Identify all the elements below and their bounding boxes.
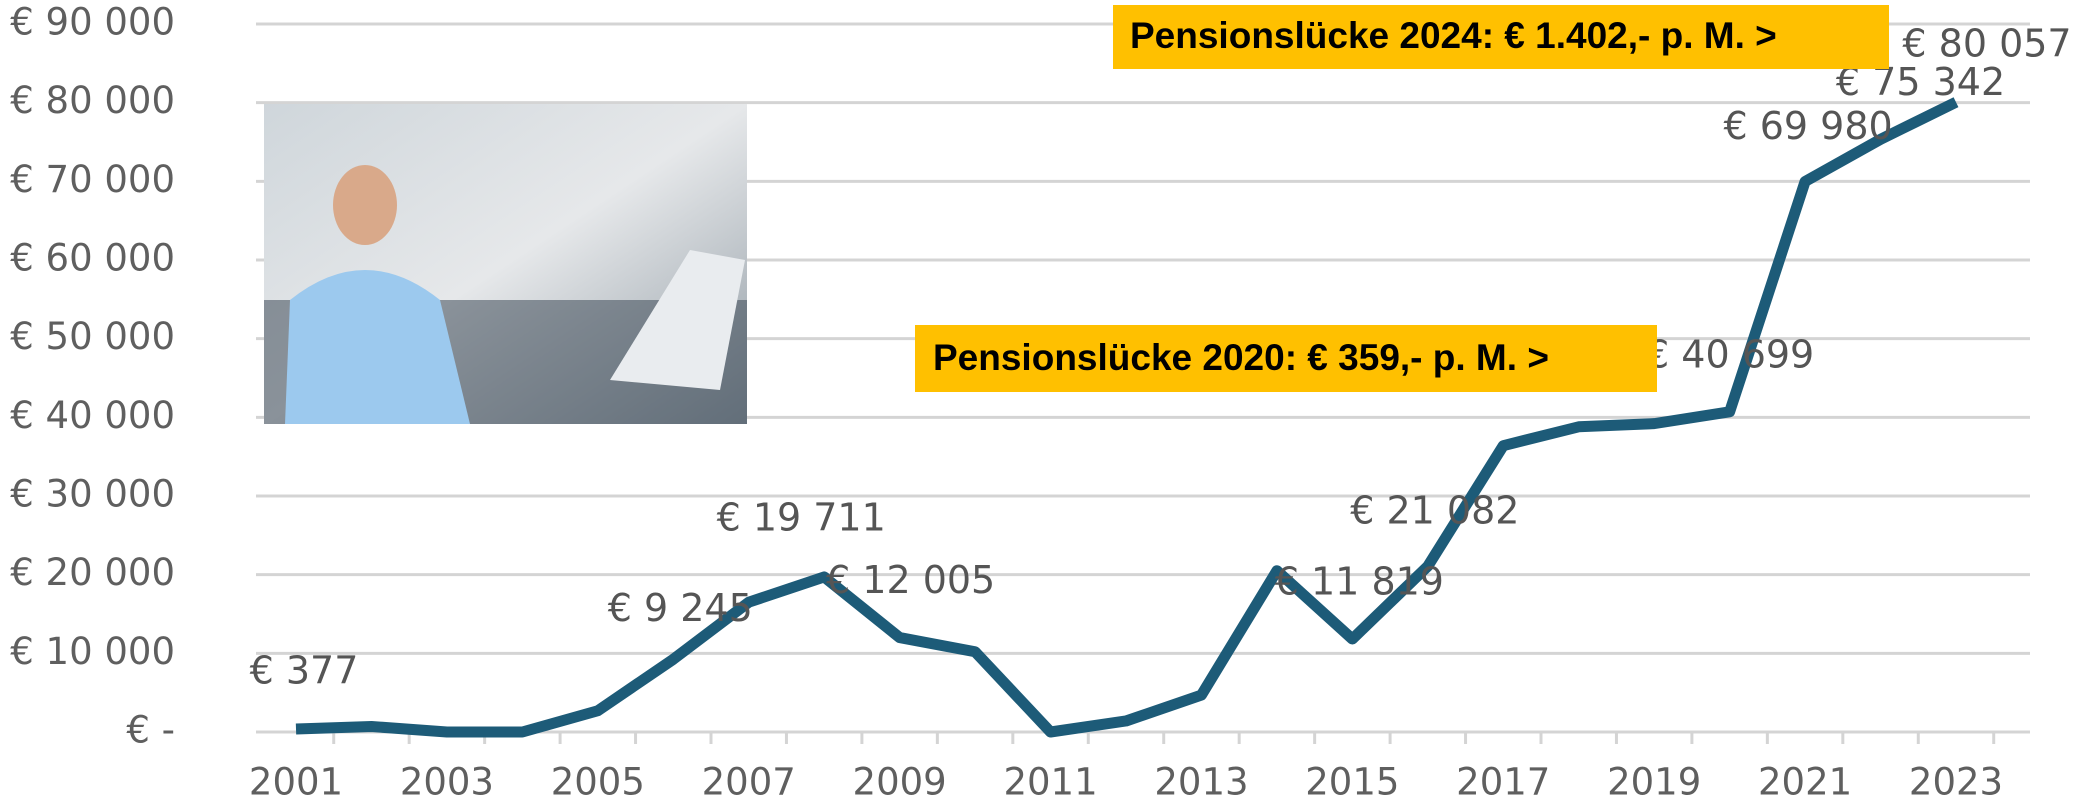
y-tick-label: € 30 000	[10, 473, 175, 516]
data-label: € 40 699	[1645, 332, 1814, 376]
x-tick-label: 2001	[249, 761, 343, 804]
data-label: € 19 711	[717, 495, 886, 539]
data-label: € 12 005	[826, 558, 995, 602]
annotation-box	[915, 325, 1657, 392]
x-tick-label: 2021	[1758, 761, 1852, 804]
x-tick-label: 2017	[1456, 761, 1550, 804]
x-tick-label: 2011	[1003, 761, 1097, 804]
y-tick-label: € 20 000	[10, 551, 175, 594]
photo	[264, 104, 747, 424]
x-tick-label: 2013	[1154, 761, 1248, 804]
annotation: Pensionslücke 2020: € 359,- p. M. >	[933, 337, 1549, 378]
x-tick-label: 2019	[1607, 761, 1701, 804]
y-tick-label: € 60 000	[10, 237, 175, 280]
data-label: € 377	[250, 649, 359, 693]
x-tick-label: 2007	[702, 761, 796, 804]
y-tick-label: € 80 000	[10, 79, 175, 122]
y-tick-label: € 90 000	[10, 1, 175, 44]
data-label: € 9 245	[608, 586, 753, 630]
y-tick-label: € 10 000	[10, 630, 175, 673]
x-tick-label: 2009	[853, 761, 947, 804]
x-tick-label: 2015	[1305, 761, 1399, 804]
y-tick-label: € 50 000	[10, 315, 175, 358]
annotation: Pensionslücke 2024: € 1.402,- p. M. >	[1130, 15, 1777, 56]
y-tick-label: € -	[126, 709, 175, 752]
line	[295, 97, 1959, 738]
y-tick-label: € 70 000	[10, 158, 175, 201]
x-tick-label: 2023	[1909, 761, 2003, 804]
data-label: € 21 082	[1350, 489, 1519, 533]
y-tick-label: € 40 000	[10, 394, 175, 437]
x-tick-label: 2003	[400, 761, 494, 804]
data-label: € 11 819	[1275, 560, 1444, 604]
data-label: € 69 980	[1723, 104, 1892, 148]
annotation-box	[1113, 5, 1889, 69]
data-label: € 80 057	[1902, 22, 2071, 66]
x-tick-label: 2005	[551, 761, 645, 804]
